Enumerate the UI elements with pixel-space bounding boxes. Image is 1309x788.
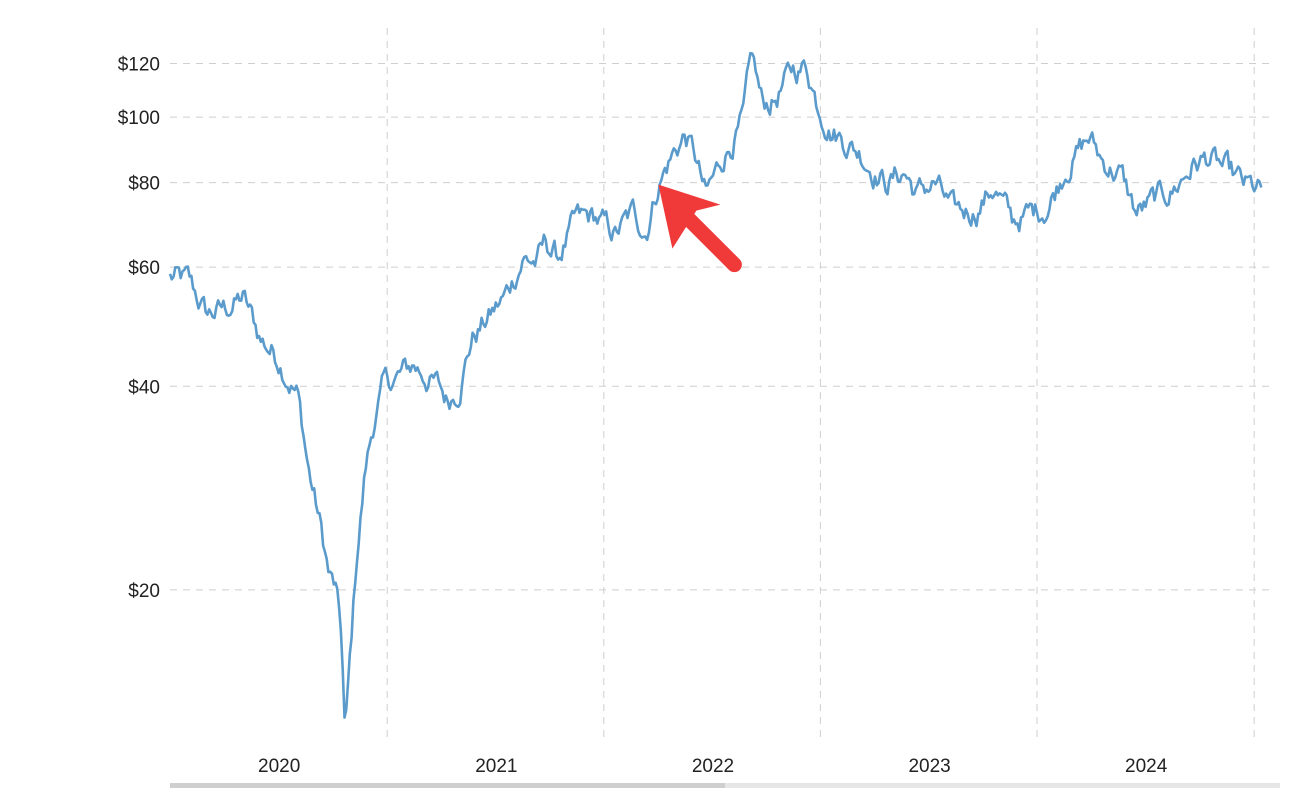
- chart-scrollbar-thumb[interactable]: [170, 783, 725, 788]
- y-tick-label: $80: [128, 174, 160, 195]
- x-tick-label: 2020: [258, 756, 300, 777]
- y-tick-label: $60: [128, 258, 160, 279]
- x-tick-label: 2022: [692, 756, 734, 777]
- chart-scrollbar[interactable]: [170, 783, 1280, 788]
- y-tick-label: $40: [128, 377, 160, 398]
- x-axis-labels: 2020 2021 2022 2023 2024: [258, 756, 1168, 777]
- annotation-layer: [658, 184, 742, 273]
- x-tick-label: 2023: [908, 756, 950, 777]
- red-arrow-icon: [658, 184, 742, 273]
- y-tick-label: $120: [118, 55, 160, 76]
- y-tick-label: $20: [128, 581, 160, 602]
- x-tick-label: 2021: [475, 756, 517, 777]
- price-series-line: [168, 51, 1263, 719]
- y-axis-labels: $20 $40 $60 $80 $100 $120: [118, 55, 160, 602]
- x-gridlines: [386, 28, 1255, 740]
- x-tick-label: 2024: [1125, 756, 1168, 777]
- y-gridlines: [170, 63, 1272, 591]
- y-tick-label: $100: [118, 108, 160, 129]
- series-layer: [168, 51, 1263, 719]
